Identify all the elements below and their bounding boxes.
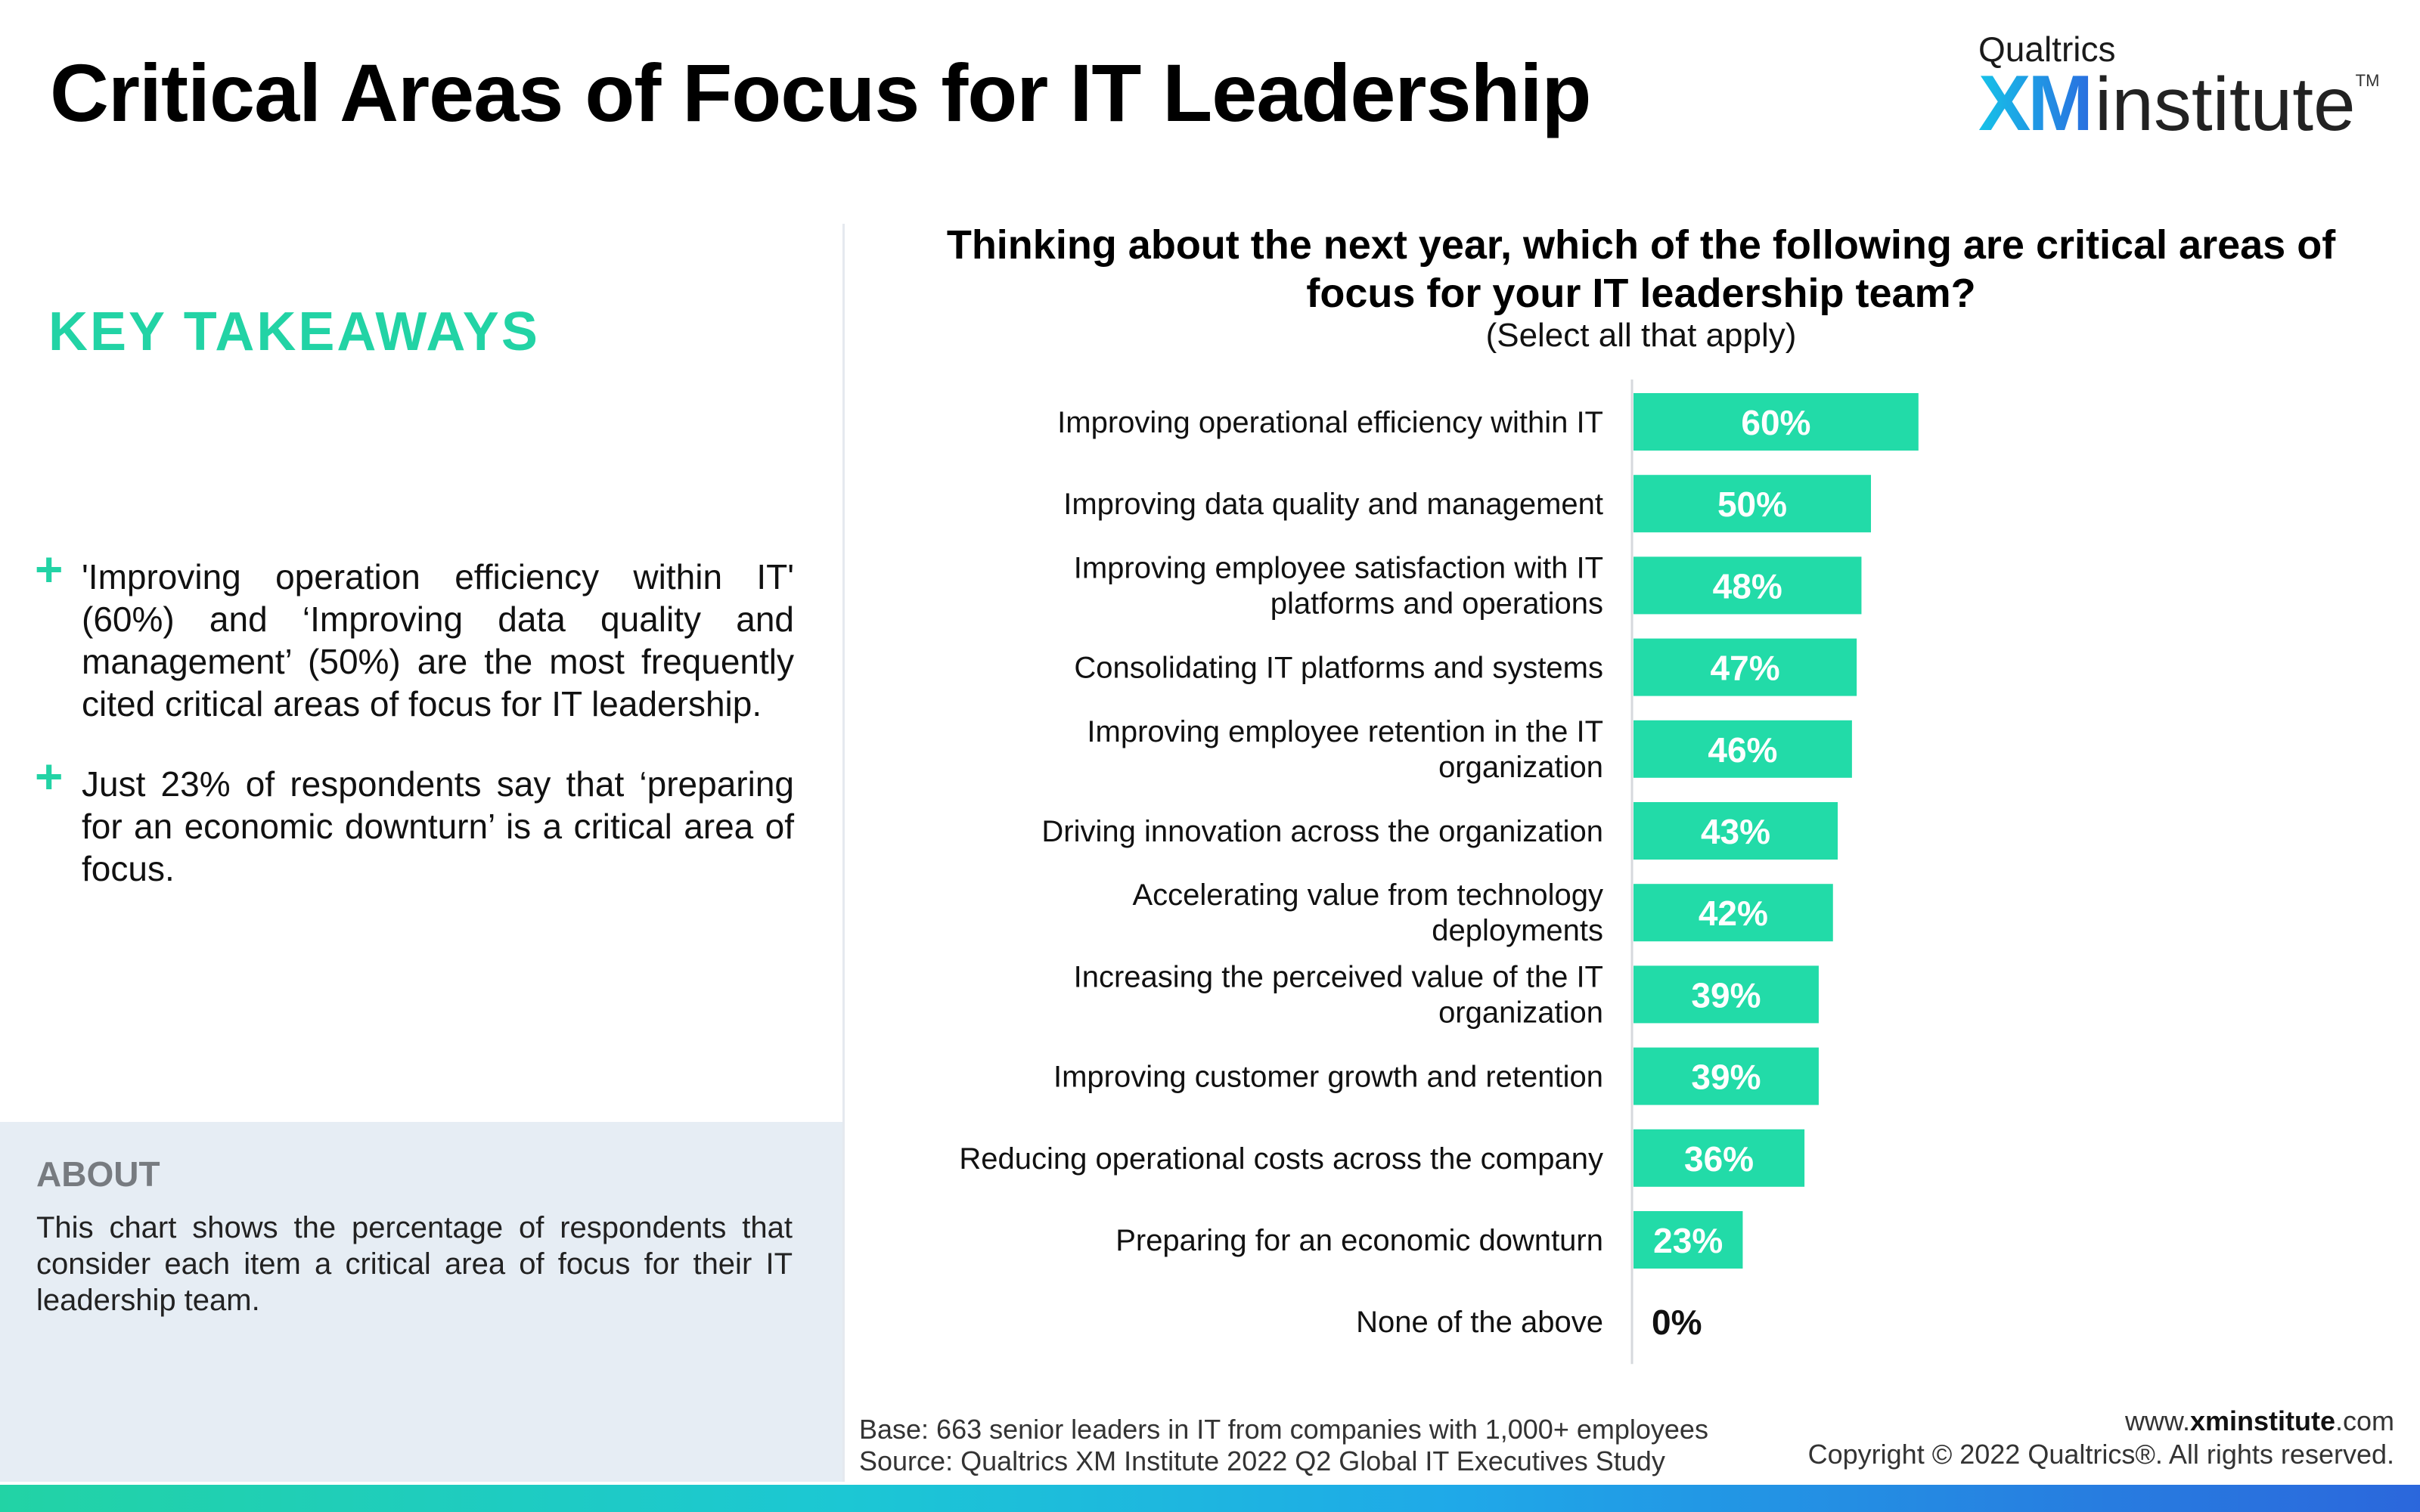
value-label: 23% [1653,1221,1723,1260]
qualtrics-xm-institute-logo: Qualtrics XMinstituteTM [1978,29,2387,147]
plus-icon: + [35,749,64,804]
category-label: Accelerating value from technology deploy… [1132,878,1603,947]
bar [1634,475,1871,533]
logo-wordmark: XMinstituteTM [1978,59,2379,149]
logo-brand: Qualtrics [1978,29,2116,69]
category-label: Increasing the perceived value of the IT… [1074,960,1603,1029]
value-label: 43% [1701,812,1770,851]
logo-trademark: TM [2355,71,2380,90]
category-label: Improving operational efficiency within … [1057,406,1603,439]
category-label: Driving innovation across the organizati… [1041,815,1603,848]
chart-question: Thinking about the next year, which of t… [946,222,2336,316]
chart-subtitle: (Select all that apply) [1485,317,1797,354]
copyright-block: www.xminstitute.com Copyright © 2022 Qua… [1808,1405,2394,1471]
bar [1634,802,1838,860]
base-note: Base: 663 senior leaders in IT from comp… [859,1414,1708,1445]
page-title: Critical Areas of Focus for IT Leadershi… [50,47,1591,138]
takeaway-text: Just 23% of respondents say that ‘prepar… [82,764,794,888]
about-text: This chart shows the percentage of respo… [36,1211,793,1317]
about-heading: ABOUT [36,1154,160,1194]
value-label: 47% [1711,649,1780,688]
bar [1634,1129,1805,1187]
bar [1634,393,1919,451]
category-label: Improving employee satisfaction with IT p… [1074,551,1603,620]
takeaway-item: + Just 23% of respondents say that ‘prep… [35,752,794,890]
logo-xm: XM [1978,60,2093,147]
key-takeaways-heading: KEY TAKEAWAYS [48,302,540,362]
category-label: Reducing operational costs across the co… [959,1142,1603,1176]
bar [1634,720,1852,778]
value-label: 39% [1691,975,1761,1015]
value-label: 36% [1684,1139,1754,1179]
category-label: Preparing for an economic downturn [1115,1224,1603,1257]
category-label: None of the above [1356,1306,1603,1339]
bar [1634,556,1862,615]
bar [1634,638,1857,696]
takeaway-item: + 'Improving operation efficiency within… [35,545,794,725]
takeaway-text: 'Improving operation efficiency within I… [82,557,794,723]
about-panel: ABOUT This chart shows the percentage of… [0,1122,842,1482]
category-label: Improving customer growth and retention [1053,1061,1603,1094]
chart-footnote: Base: 663 senior leaders in IT from comp… [859,1414,1708,1477]
bar [1634,965,1819,1024]
category-label: Consolidating IT platforms and systems [1074,652,1603,685]
bar [1634,1047,1819,1105]
value-label: 48% [1713,566,1782,606]
source-note: Source: Qualtrics XM Institute 2022 Q2 G… [859,1445,1665,1476]
value-label: 42% [1699,894,1768,933]
category-label: Improving employee retention in the IT or… [1087,715,1603,784]
bar [1634,884,1833,942]
value-label: 50% [1717,485,1787,524]
bar [1634,1211,1743,1269]
category-label: Improving data quality and management [1063,488,1603,521]
website-link[interactable]: www.xminstitute.com [2124,1405,2394,1436]
value-label: 39% [1691,1058,1761,1097]
logo-institute: institute [2095,62,2356,147]
copyright-text: Copyright © 2022 Qualtrics®. All rights … [1807,1439,2394,1470]
value-label: 0% [1652,1303,1702,1342]
key-takeaways-list: + 'Improving operation efficiency within… [35,545,794,928]
plus-icon: + [35,542,64,596]
vertical-divider [842,224,845,1482]
value-label: 60% [1741,403,1810,442]
bottom-gradient-bar [0,1485,2420,1512]
value-label: 46% [1708,730,1777,770]
